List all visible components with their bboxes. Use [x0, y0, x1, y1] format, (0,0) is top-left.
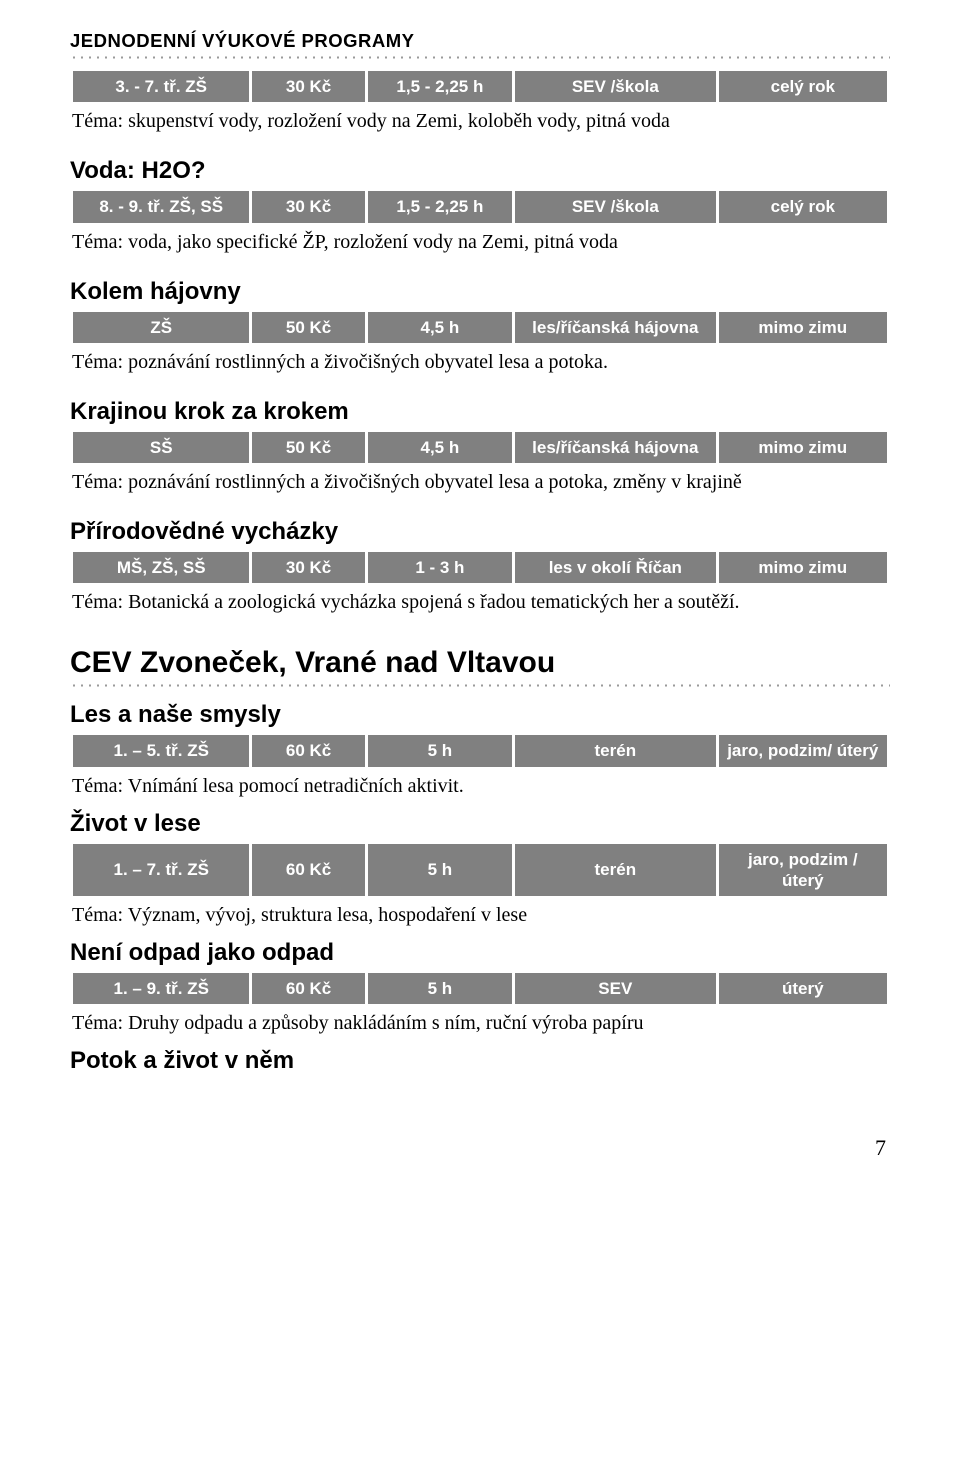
table-row: MŠ, ZŠ, SŠ30 Kč1 - 3 hles v okolí Říčanm…: [73, 552, 887, 583]
table-cell: 4,5 h: [368, 432, 512, 463]
table-cell: 1,5 - 2,25 h: [368, 191, 512, 222]
table-cell: SEV: [515, 973, 716, 1004]
table-cell: jaro, podzim/ úterý: [719, 735, 887, 766]
table-row: 3. - 7. tř. ZŠ30 Kč1,5 - 2,25 hSEV /škol…: [73, 71, 887, 102]
data-table: ZŠ50 Kč4,5 hles/říčanská hájovnamimo zim…: [70, 312, 890, 343]
section-title: Není odpad jako odpad: [70, 939, 890, 967]
table-row: 8. - 9. tř. ZŠ, SŠ30 Kč1,5 - 2,25 hSEV /…: [73, 191, 887, 222]
data-table: 8. - 9. tř. ZŠ, SŠ30 Kč1,5 - 2,25 hSEV /…: [70, 191, 890, 222]
table-cell: MŠ, ZŠ, SŠ: [73, 552, 249, 583]
data-table: SŠ50 Kč4,5 hles/říčanská hájovnamimo zim…: [70, 432, 890, 463]
table-cell: 1. – 5. tř. ZŠ: [73, 735, 249, 766]
table-cell: terén: [515, 735, 716, 766]
table-cell: les/říčanská hájovna: [515, 432, 716, 463]
section-desc: Téma: poznávání rostlinných a živočišnýc…: [72, 349, 888, 376]
section-desc: Téma: voda, jako specifické ŽP, rozložen…: [72, 229, 888, 256]
table-row: 1. – 9. tř. ZŠ60 Kč5 hSEVúterý: [73, 973, 887, 1004]
table-cell: úterý: [719, 973, 887, 1004]
table-cell: celý rok: [719, 191, 887, 222]
table-cell: 60 Kč: [252, 735, 364, 766]
section-title: Krajinou krok za krokem: [70, 398, 890, 426]
section-desc: Téma: Význam, vývoj, struktura lesa, hos…: [72, 902, 888, 929]
main-heading: CEV Zvoneček, Vrané nad Vltavou: [70, 646, 890, 680]
table-cell: 5 h: [368, 735, 512, 766]
table-cell: terén: [515, 844, 716, 897]
table-row: SŠ50 Kč4,5 hles/říčanská hájovnamimo zim…: [73, 432, 887, 463]
data-table: 1. – 7. tř. ZŠ60 Kč5 hterénjaro, podzim …: [70, 844, 890, 897]
table-row: ZŠ50 Kč4,5 hles/říčanská hájovnamimo zim…: [73, 312, 887, 343]
data-table: 1. – 9. tř. ZŠ60 Kč5 hSEVúterý: [70, 973, 890, 1004]
table-cell: SEV /škola: [515, 71, 716, 102]
section-desc: Téma: skupenství vody, rozložení vody na…: [72, 108, 888, 135]
data-table: 1. – 5. tř. ZŠ60 Kč5 hterénjaro, podzim/…: [70, 735, 890, 766]
table-row: 1. – 7. tř. ZŠ60 Kč5 hterénjaro, podzim …: [73, 844, 887, 897]
section-title: Les a naše smysly: [70, 701, 890, 729]
table-cell: 50 Kč: [252, 432, 364, 463]
section-desc: Téma: Druhy odpadu a způsoby nakládáním …: [72, 1010, 888, 1037]
data-table: 3. - 7. tř. ZŠ30 Kč1,5 - 2,25 hSEV /škol…: [70, 71, 890, 102]
dotted-separator: [70, 56, 890, 59]
section-title: Voda: H2O?: [70, 157, 890, 185]
table-cell: les v okolí Říčan: [515, 552, 716, 583]
table-cell: 1. – 7. tř. ZŠ: [73, 844, 249, 897]
table-cell: ZŠ: [73, 312, 249, 343]
table-cell: celý rok: [719, 71, 887, 102]
table-cell: 60 Kč: [252, 844, 364, 897]
table-cell: 1,5 - 2,25 h: [368, 71, 512, 102]
table-cell: 30 Kč: [252, 191, 364, 222]
table-cell: 30 Kč: [252, 71, 364, 102]
table-cell: 4,5 h: [368, 312, 512, 343]
section-title: Život v lese: [70, 810, 890, 838]
table-cell: SŠ: [73, 432, 249, 463]
table-cell: 5 h: [368, 973, 512, 1004]
table-cell: 8. - 9. tř. ZŠ, SŠ: [73, 191, 249, 222]
table-cell: 1. – 9. tř. ZŠ: [73, 973, 249, 1004]
section-desc: Téma: Botanická a zoologická vycházka sp…: [72, 589, 888, 616]
table-cell: 5 h: [368, 844, 512, 897]
table-cell: jaro, podzim / úterý: [719, 844, 887, 897]
table-cell: 3. - 7. tř. ZŠ: [73, 71, 249, 102]
page-number: 7: [70, 1135, 890, 1161]
table-cell: les/říčanská hájovna: [515, 312, 716, 343]
table-cell: SEV /škola: [515, 191, 716, 222]
section-title: Přírodovědné vycházky: [70, 518, 890, 546]
data-table: MŠ, ZŠ, SŠ30 Kč1 - 3 hles v okolí Říčanm…: [70, 552, 890, 583]
table-cell: 30 Kč: [252, 552, 364, 583]
section-desc: Téma: Vnímání lesa pomocí netradičních a…: [72, 773, 888, 800]
section-desc: Téma: poznávání rostlinných a živočišnýc…: [72, 469, 888, 496]
page-header: JEDNODENNÍ VÝUKOVÉ PROGRAMY: [70, 30, 890, 52]
table-cell: mimo zimu: [719, 432, 887, 463]
section-title: Kolem hájovny: [70, 278, 890, 306]
table-cell: mimo zimu: [719, 552, 887, 583]
table-row: 1. – 5. tř. ZŠ60 Kč5 hterénjaro, podzim/…: [73, 735, 887, 766]
section-title: Potok a život v něm: [70, 1047, 890, 1075]
table-cell: 60 Kč: [252, 973, 364, 1004]
table-cell: mimo zimu: [719, 312, 887, 343]
dotted-separator: [70, 684, 890, 687]
table-cell: 50 Kč: [252, 312, 364, 343]
table-cell: 1 - 3 h: [368, 552, 512, 583]
